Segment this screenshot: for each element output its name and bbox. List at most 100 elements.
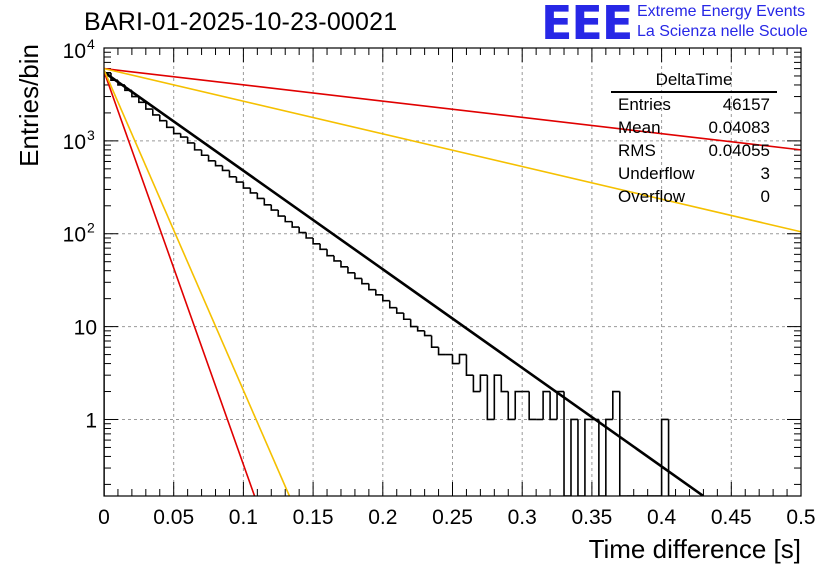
histogram-bin [667,419,676,496]
eee-logo: EEE [541,0,633,50]
histogram-bin [458,353,467,364]
histogram-bin [138,96,146,104]
series-orange-slow [104,67,801,233]
histogram-bin [333,255,341,262]
histogram-bin [618,391,627,496]
histogram-bin [570,418,578,496]
series-orange-fast [104,69,291,496]
x-tick-label: 0.45 [711,506,752,529]
stats-value: 46157 [722,95,770,114]
stats-value: 0 [760,187,770,206]
histogram-bin [165,120,174,129]
series-fit [104,71,705,496]
histogram-bin [249,188,258,194]
logo-line-1: Extreme Energy Events [637,3,806,20]
histogram-bin [549,391,558,421]
stats-row-entries: Entries 46157 [611,93,777,116]
histogram-bin [221,165,230,172]
histogram-bin [563,391,571,496]
histogram-bin [500,375,509,393]
histogram-bin [528,391,537,421]
stats-row-mean: Mean 0.04083 [611,116,777,139]
histogram-bin [312,237,321,245]
histogram-bin [298,227,307,234]
histogram-bin [270,204,279,211]
y-tick-exponent: 4 [87,36,95,52]
y-tick-exponent: 2 [87,220,95,236]
histogram-bin [354,272,362,280]
histogram-bin [284,216,293,223]
x-tick-label: 0.4 [647,506,677,529]
x-axis-label: Time difference [s] [589,534,801,564]
x-tick-label: 0.15 [293,506,334,529]
x-tick-label: 0.1 [229,506,258,529]
x-tick-label: 0.3 [508,506,537,529]
histogram-bin [382,294,390,302]
histogram-bin [451,354,460,365]
series-red-slow [104,67,801,151]
logo-caption: Extreme Energy Events La Scienza nelle S… [637,2,808,42]
histogram-bin [584,418,592,496]
stats-label: Overflow [618,187,686,206]
stats-label: Underflow [618,164,695,183]
histogram-bin [145,102,153,110]
plot-frame [103,47,802,497]
x-tick-label: 0.35 [571,506,612,529]
histogram-bin [340,260,348,268]
histogram-bin [361,278,369,285]
histogram-bin [395,307,404,314]
histogram-bin [200,149,209,157]
histogram-bin [368,283,376,291]
y-tick-exponent: 3 [87,127,95,143]
histogram-bin [605,418,613,496]
x-tick-label: 0 [98,506,110,529]
histogram-bin [151,109,160,116]
histogram-bin [347,266,355,274]
histogram-bin [319,243,328,251]
histogram-bin [186,137,195,144]
histogram-bin [423,330,432,337]
stats-label: Mean [618,118,661,137]
series-red-fast [104,71,256,496]
histogram-bin [660,418,669,496]
stats-label: RMS [618,141,656,160]
histogram-bin [465,354,474,376]
stats-row-rms: RMS 0.04055 [611,139,777,162]
histogram-bin [256,192,265,200]
histogram-bin [158,114,167,122]
histogram-bin [207,155,216,162]
histogram-bin [263,198,272,206]
histogram-bin [388,300,397,309]
histogram-bin [228,170,237,178]
y-tick-label: 10 [74,317,97,340]
y-axis-label: Entries/bin [14,44,44,167]
histogram-bin [305,232,314,239]
histogram-bin [104,72,111,496]
histogram-bin [235,176,244,183]
histogram-bin [577,419,585,496]
histogram-bin [514,390,523,420]
histogram-bin [172,127,181,135]
y-tick-label: 10 [63,40,86,63]
histogram-bin [479,374,488,392]
stats-value: 0.04083 [708,118,770,137]
histogram-bin [193,142,202,151]
y-tick-label: 10 [63,131,86,154]
histogram-bin [291,221,300,228]
x-tick-label: 0.5 [786,506,815,529]
stats-value: 0.04055 [708,141,770,160]
chart-title: BARI-01-2025-10-23-00021 [84,8,398,36]
stats-label: Entries [618,95,671,114]
histogram-bin [277,210,286,217]
histogram-bin [472,375,481,393]
stats-row-underflow: Underflow 3 [611,162,777,185]
histogram-bin [214,160,223,167]
histogram-bin [179,133,188,138]
histogram-bin [507,391,516,421]
histogram-bin [416,326,425,332]
histogram-bin [375,289,383,296]
y-tick-label: 10 [63,224,86,247]
x-tick-label: 0.25 [432,506,473,529]
histogram-bin [409,319,418,328]
